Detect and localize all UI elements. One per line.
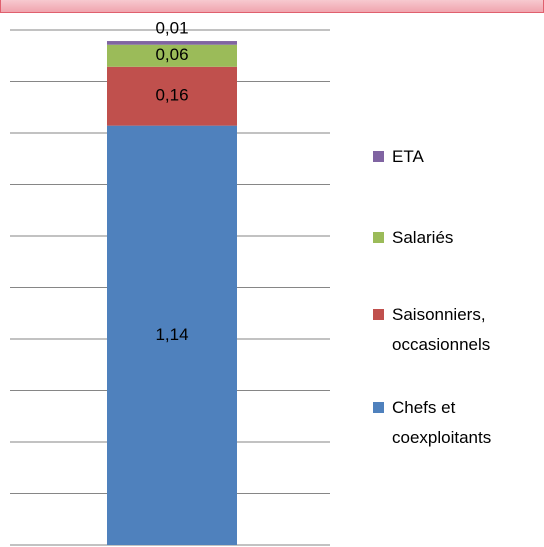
legend-label: Chefs et coexploitants bbox=[392, 398, 492, 447]
legend-item: Saisonniers, occasionnels bbox=[373, 300, 522, 360]
legend-item: Chefs et coexploitants bbox=[373, 393, 522, 453]
bar-segment bbox=[107, 41, 237, 45]
data-label: 0,01 bbox=[155, 19, 188, 38]
legend-swatch bbox=[373, 309, 384, 320]
data-label: 0,06 bbox=[155, 45, 188, 64]
legend-label: Saisonniers, occasionnels bbox=[392, 305, 491, 354]
bar-segment bbox=[107, 125, 237, 546]
legend-swatch bbox=[373, 151, 384, 162]
legend-item: Salariés bbox=[373, 223, 522, 253]
legend-swatch bbox=[373, 232, 384, 243]
legend-swatch bbox=[373, 402, 384, 413]
data-label: 1,14 bbox=[155, 325, 188, 344]
legend-label: Salariés bbox=[392, 228, 454, 247]
data-label: 0,16 bbox=[155, 86, 188, 105]
bar-segment bbox=[107, 44, 237, 67]
bar-segment bbox=[107, 66, 237, 126]
legend-item: ETA bbox=[373, 142, 522, 172]
legend-label: ETA bbox=[392, 147, 424, 166]
